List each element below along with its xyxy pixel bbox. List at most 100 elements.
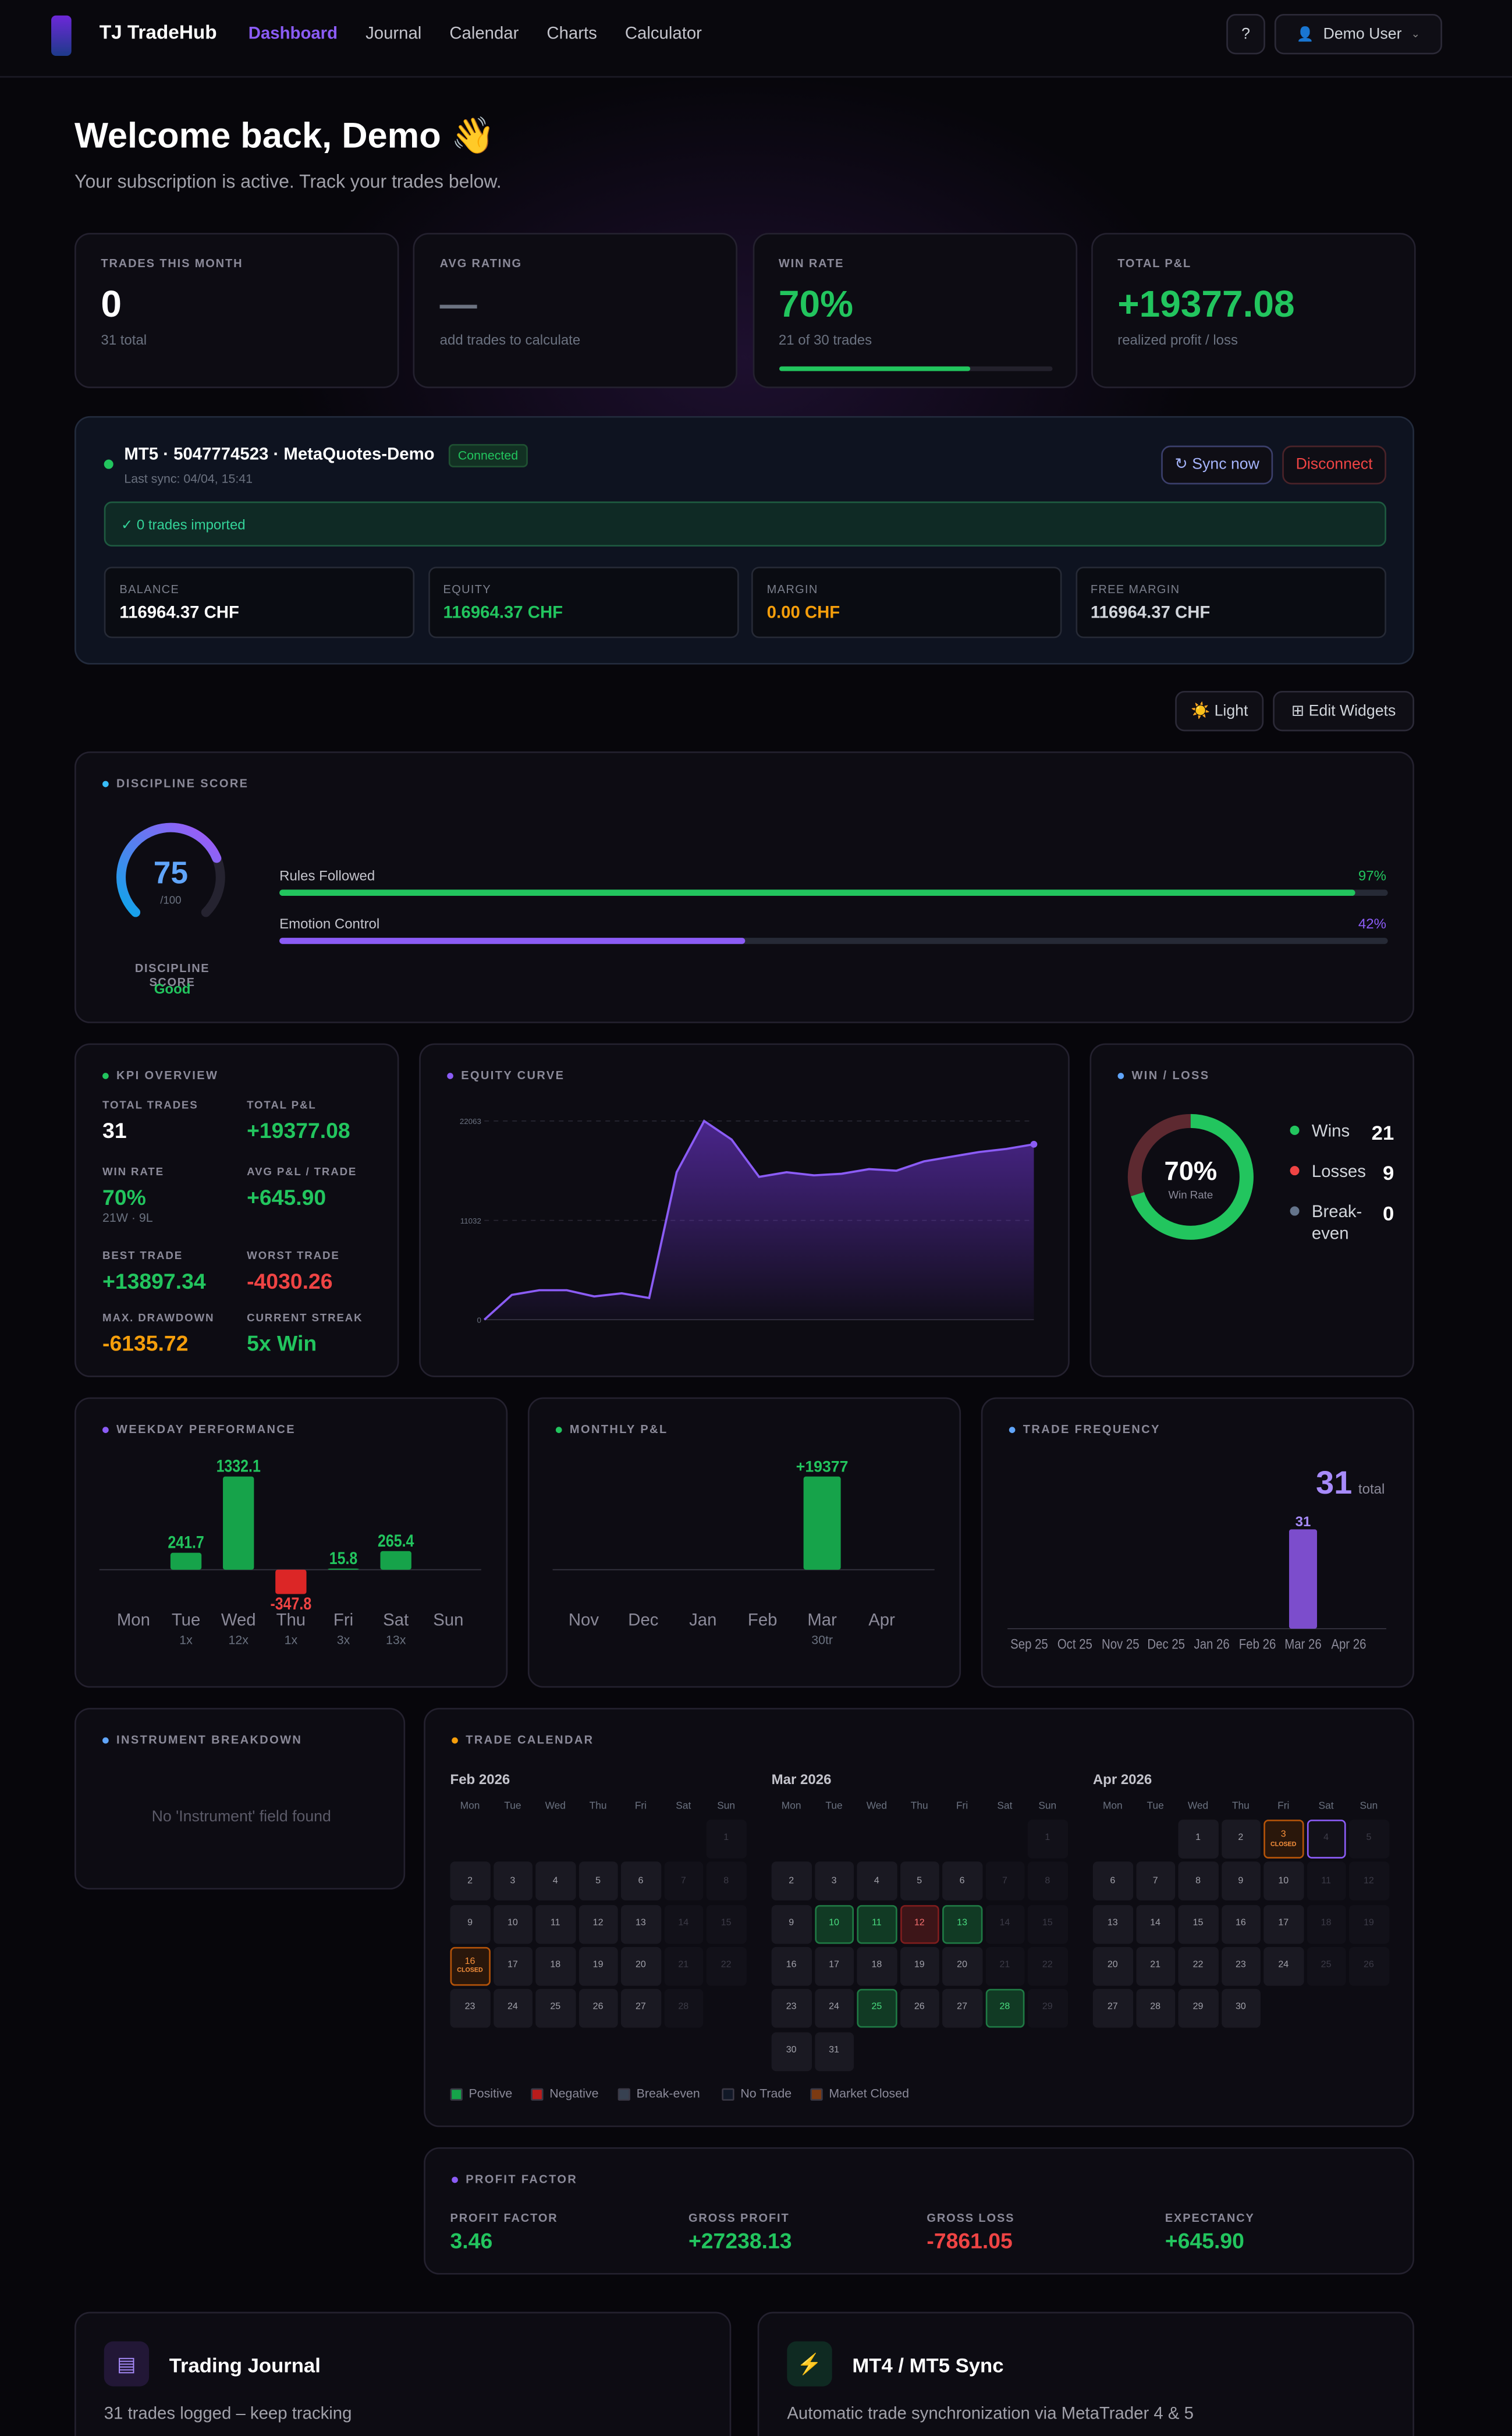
last-sync: Last sync: 04/04, 15:41 <box>124 471 253 486</box>
calendar-day: 17 <box>814 1946 854 1986</box>
day-number: 23 <box>786 2003 797 2013</box>
section-label: TRADE CALENDAR <box>466 1732 594 1747</box>
calendar-day: 9 <box>771 1904 811 1944</box>
nav-link[interactable]: Charts <box>546 24 597 44</box>
kpi-value: -6135.72 <box>102 1330 189 1356</box>
day-number: 17 <box>507 1961 518 1971</box>
calendar-day: 5 <box>899 1861 939 1901</box>
day-number: 22 <box>1192 1961 1204 1971</box>
day-number: 15 <box>1192 1919 1204 1928</box>
day-number: 1 <box>1045 1834 1050 1843</box>
stat-value: — <box>439 284 477 327</box>
legend-label: Losses <box>1311 1162 1366 1182</box>
calendar-day: 4 <box>857 1861 897 1901</box>
day-number: 2 <box>789 1876 794 1886</box>
closed-label: CLOSED <box>1270 1839 1297 1848</box>
day-number: 31 <box>829 2045 839 2055</box>
day-number: 6 <box>638 1876 644 1886</box>
metric-value: 116964.37 CHF <box>119 604 239 623</box>
nav-link[interactable]: Journal <box>365 24 422 44</box>
status-badge: Connected <box>448 444 528 467</box>
section-dot <box>102 1072 109 1079</box>
nav-link[interactable]: Calendar <box>449 24 519 44</box>
brand: TJ TradeHub <box>99 22 217 44</box>
section-dot <box>102 1426 109 1432</box>
kpi-label: CURRENT STREAK <box>247 1313 363 1325</box>
legend-value: 21 <box>1371 1121 1394 1144</box>
legend-item: No Trade <box>722 2087 792 2101</box>
day-number: 28 <box>1150 2003 1161 2013</box>
calendar-day: 25 <box>857 1989 897 2029</box>
user-name: Demo User <box>1323 26 1402 43</box>
day-number: 30 <box>786 2045 797 2055</box>
calendar-day: 26 <box>899 1989 939 2029</box>
metric-value: 116964.37 CHF <box>443 604 563 623</box>
edit-widgets-button[interactable]: ⊞ Edit Widgets <box>1273 690 1414 732</box>
calendar-day: 22 <box>706 1946 746 1986</box>
calendar-day: 2 <box>1220 1820 1261 1859</box>
help-button[interactable]: ? <box>1226 14 1265 55</box>
kpi-value: +645.90 <box>247 1185 326 1210</box>
weekday-header: Tue <box>1147 1801 1164 1812</box>
feature-card[interactable]: ▤ Trading Journal 31 trades logged – keep … <box>74 2311 732 2436</box>
day-number: 26 <box>914 2003 925 2013</box>
feature-card[interactable]: ⚡ MT4 / MT5 Sync Automatic trade synchroni… <box>757 2311 1414 2436</box>
stat-note: realized profit / loss <box>1117 332 1238 348</box>
nav-link[interactable]: Calculator <box>624 24 702 44</box>
calendar-day: 9 <box>450 1904 490 1944</box>
day-number: 27 <box>636 2003 646 2013</box>
sync-button[interactable]: ↻ Sync now <box>1161 445 1273 485</box>
weekday-header: Fri <box>634 1801 647 1812</box>
day-number: 18 <box>550 1961 561 1971</box>
month-name: Mar 2026 <box>771 1771 832 1788</box>
calendar-day: 6 <box>1092 1861 1133 1901</box>
day-number: 9 <box>789 1919 794 1928</box>
weekday-header: Sun <box>1360 1801 1378 1812</box>
calendar-day: 12 <box>1348 1861 1389 1901</box>
section-label: PROFIT FACTOR <box>466 2172 578 2186</box>
calendar-day: 16 <box>1220 1904 1261 1944</box>
calendar-day: 10 <box>492 1904 533 1944</box>
calendar-day: 3 <box>814 1861 854 1901</box>
calendar-day: 18 <box>1306 1904 1346 1944</box>
nav-link[interactable]: Dashboard <box>248 24 338 44</box>
section-title: INSTRUMENT BREAKDOWN <box>102 1733 302 1747</box>
calendar-day: 16 <box>771 1946 811 1986</box>
feature-icon: ▤ <box>104 2341 150 2387</box>
user-menu[interactable]: 👤 Demo User ⌄ <box>1274 14 1442 55</box>
kpi-card: KPI OVERVIEW TOTAL TRADES 31 TOTAL P&L +1937… <box>74 1043 399 1377</box>
stat-card: TOTAL P&L +19377.08 realized profit / loss <box>1091 233 1416 388</box>
day-number: 8 <box>723 1876 729 1886</box>
calendar-day: 3 <box>492 1861 533 1901</box>
day-number: 10 <box>829 1919 839 1928</box>
win-loss-card: WIN / LOSS Wins 21 Losses 9 Break-even 0 <box>1089 1043 1414 1377</box>
weekday-header: Fri <box>1277 1801 1290 1812</box>
pf-value: 3.46 <box>450 2228 493 2253</box>
calendar-day: 25 <box>1306 1946 1346 1986</box>
pf-label: GROSS LOSS <box>927 2211 1015 2225</box>
weekday-header: Mon <box>1102 1801 1123 1812</box>
account-metric: FREE MARGIN 116964.37 CHF <box>1075 566 1386 639</box>
calendar-day: 14 <box>663 1904 704 1944</box>
feature-text: 31 trades logged – keep tracking <box>104 2405 352 2424</box>
progress-fill <box>778 366 970 371</box>
day-number: 12 <box>914 1919 925 1928</box>
calendar-day: 20 <box>1092 1946 1133 1986</box>
calendar-day: 1 <box>1027 1820 1067 1859</box>
metric-label: FREE MARGIN <box>1090 582 1180 597</box>
day-number: 28 <box>999 2003 1010 2013</box>
day-number: 2 <box>1238 1834 1244 1843</box>
calendar-day: 25 <box>535 1989 576 2029</box>
calendar-day: 8 <box>706 1861 746 1901</box>
kpi-label: TOTAL P&L <box>247 1101 317 1112</box>
legend-label: Market Closed <box>829 2086 909 2101</box>
calendar-day: 15 <box>706 1904 746 1944</box>
kpi-label: MAX. DRAWDOWN <box>102 1313 215 1325</box>
day-number: 20 <box>636 1961 646 1971</box>
disconnect-button[interactable]: Disconnect <box>1282 445 1386 485</box>
calendar-day: 23 <box>1220 1946 1261 1986</box>
kpi-value: -4030.26 <box>247 1268 333 1293</box>
theme-button[interactable]: ☀️ Light <box>1175 690 1264 732</box>
legend-value: 0 <box>1382 1201 1394 1225</box>
calendar-day: 2 <box>450 1861 490 1901</box>
